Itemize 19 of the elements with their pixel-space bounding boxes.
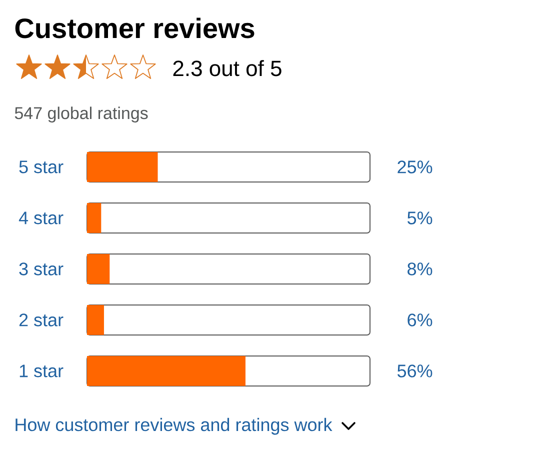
chart-title: Customer reviews [15,18,254,38]
chart-subtitle: 2.3 out of 5 [173,60,282,76]
y-tick-label: 5 star [19,160,64,174]
data-label: 8% [408,262,432,276]
text: 547 global ratings [14,106,148,123]
y-tick-label: 2 star [19,314,64,326]
bar [87,152,158,182]
data-label: 5% [408,212,432,224]
bar [87,356,246,386]
bar [87,254,110,284]
bar [87,304,104,335]
text: How customer reviews and ratings work [16,418,332,435]
data-label: 6% [408,314,432,326]
y-tick-label: 3 star [19,262,64,276]
y-tick-label: 1 star [20,364,64,378]
bar [87,202,102,233]
data-label: 56% [397,364,432,378]
data-label: 25% [398,160,432,174]
y-tick-label: 4 star [18,212,64,224]
